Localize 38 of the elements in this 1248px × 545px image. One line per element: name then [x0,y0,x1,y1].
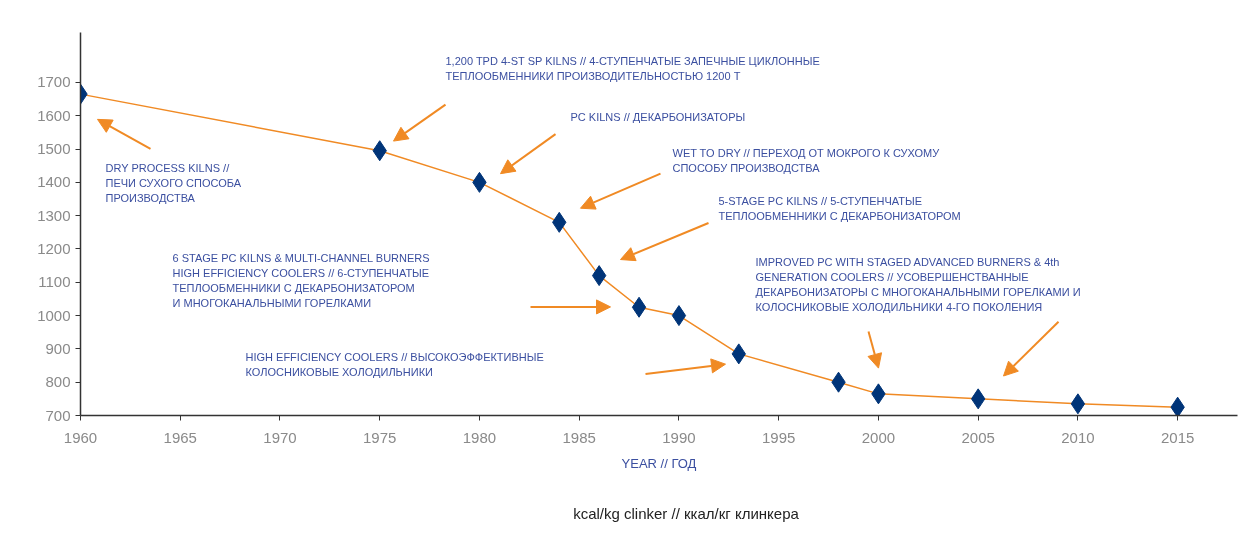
annotation: DRY PROCESS KILNS // ПЕЧИ СУХОГО СПОСОБА ПРОИЗВОДСТВА [105,161,242,204]
annotation: IMPROVED PC WITH STAGED ADVANCED BURNERS & 4th GENERATION COOLERS // УСОВЕРШЕНСТВАННЫЕ ДЕКАРБОНИЗАТОРЫ С МНОГОКАНАЛЬНЫМИ ГОРЕЛКАМИ И КОЛОСНИКОВЫЕ ХОЛОДИЛЬНИКИ 4-ГО ПОКОЛЕНИЯ [755,255,1081,313]
y-tick-label: 1400 [37,173,71,191]
x-tick-label: 1965 [163,428,197,446]
x-tick-label: 1980 [462,428,497,446]
y-tick-label: 700 [45,406,71,424]
point [1070,393,1086,415]
y-tick-label: 900 [45,339,71,357]
y-tick-label: 1600 [37,106,71,124]
y-tick-label: 1100 [38,273,71,291]
annotation: 6 STAGE PC KILNS & MULTI-CHANNEL BURNERS HIGH EFFICIENCY COOLERS // 6-СТУПЕНЧАТЫЕ ТЕПЛООБМЕННИКИ С ДЕКАРБОНИЗАТОРОМ И МНОГОКАНАЛЬНЫМИ ГОРЕЛКАМИ [172,251,430,309]
y-tick-label: 1500 [37,140,71,158]
point [671,305,687,327]
x-tick-label: 2015 [1160,428,1195,446]
y-tick-label: 1700 [37,73,71,91]
y-tick-label: 800 [45,373,71,391]
x-tick-label: 1960 [63,428,98,446]
annotation: PC KILNS // ДЕКАРБОНИЗАТОРЫ [570,111,746,124]
x-tick-label: 1970 [263,428,297,446]
x-tick-label: 2010 [1061,428,1095,446]
annotation: HIGH EFFICIENCY COOLERS // ВЫСОКОЭФФЕКТИВНЫЕ КОЛОСНИКОВЫЕ ХОЛОДИЛЬНИКИ [245,351,544,379]
x-tick-label: 1975 [363,428,397,446]
annotation: 5-STAGE PC KILNS // 5-СТУПЕНЧАТЫЕ ТЕПЛООБМЕННИКИ С ДЕКАРБОНИЗАТОРОМ [718,195,961,223]
x-tick-label: 2005 [961,428,995,446]
x-tick-label: 1985 [562,428,596,446]
annotation: WET TO DRY // ПЕРЕХОД ОТ МОКРОГО К СУХОМУ СПОСОБУ ПРОИЗВОДСТВА [672,147,941,175]
x-tick-label: 2000 [861,428,896,446]
x-tick-label: 1990 [662,428,696,446]
x-tick-label: 1995 [762,428,796,446]
point [1170,396,1185,416]
y-tick-label: 1200 [37,239,71,257]
annotation: 1,200 TPD 4-ST SP KILNS // 4-СТУПЕНЧАТЫЕ ЗАПЕЧНЫЕ ЦИКЛОННЫЕ ТЕПЛООБМЕННИКИ ПРОИЗВОДИТЕЛЬНОСТЬЮ 1200 Т [445,55,820,83]
point [631,296,647,318]
y-tick-label: 1300 [37,206,71,224]
text: kcal/kg clinker // ккал/кг клинкера [573,504,799,522]
point [591,265,607,287]
y-tick-label: 1000 [37,306,71,324]
x-axis-title: YEAR // ГОД [621,455,697,471]
